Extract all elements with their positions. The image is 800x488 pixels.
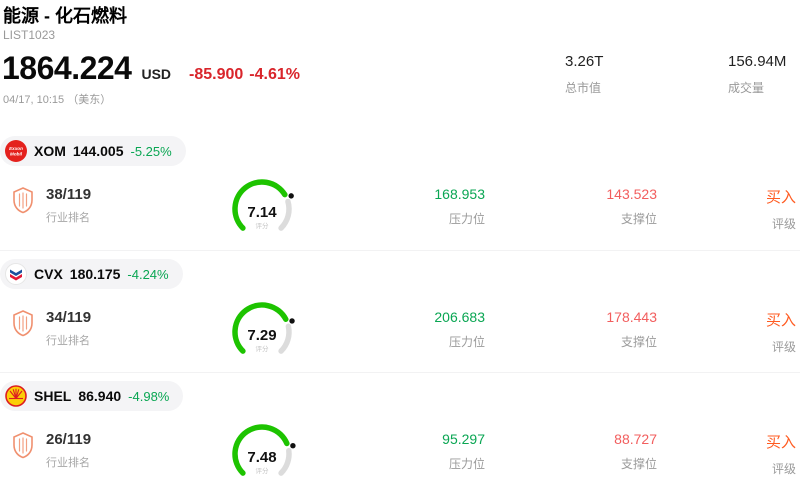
stock-price: 86.940: [78, 388, 122, 404]
support-label: 支撑位: [620, 457, 657, 471]
market-cap-value: 3.26T: [565, 53, 604, 70]
rank-value: 34/119: [46, 309, 92, 326]
industry-rank: 38/119 行业排名: [46, 186, 91, 225]
market-cap-stat: 3.26T 总市值: [565, 53, 603, 96]
score-label: 评分: [256, 466, 270, 475]
currency-label: USD: [141, 66, 172, 82]
score-value: 7.29: [247, 327, 276, 344]
industry-rank: 34/119 行业排名: [46, 309, 91, 348]
support-block: 178.443 支撑位: [606, 309, 657, 350]
resistance-block: 206.683 压力位: [434, 309, 485, 350]
rank-label: 行业排名: [46, 212, 90, 224]
rank-label: 行业排名: [46, 335, 90, 347]
support-value: 88.727: [614, 431, 657, 447]
stock-section-xom[interactable]: Exxon Mobil XOM 144.005 -5.25% 38/119 行业…: [0, 128, 800, 250]
stock-chip-shel[interactable]: SHEL 86.940 -4.98%: [0, 381, 184, 411]
score-value: 7.14: [247, 204, 277, 221]
score-label: 评分: [256, 344, 270, 353]
rating-label: 评级: [771, 340, 796, 354]
support-label: 支撑位: [620, 212, 657, 226]
rank-value: 38/119: [46, 186, 92, 203]
rating-label: 评级: [771, 462, 796, 476]
stock-price: 144.005: [72, 143, 124, 159]
svg-text:Mobil: Mobil: [10, 152, 23, 157]
support-value: 143.523: [606, 186, 657, 202]
volume-value: 156.94M: [728, 53, 787, 70]
resistance-block: 168.953 压力位: [434, 186, 485, 227]
industry-rank-shield-icon: [13, 310, 33, 337]
list-id: LIST1023: [3, 28, 56, 42]
score-label: 评分: [256, 221, 270, 230]
market-cap-label: 总市值: [565, 81, 602, 95]
exxonmobil-logo: Exxon Mobil: [5, 140, 27, 162]
resistance-value: 206.683: [434, 309, 485, 325]
support-value: 178.443: [606, 309, 657, 325]
gauge-marker-dot: [288, 193, 294, 199]
stock-price: 180.175: [69, 266, 121, 282]
ticker: SHEL: [34, 388, 72, 404]
rating-value: 买入: [765, 189, 796, 206]
quote-datetime: 04/17, 10:15 （美东）: [3, 94, 112, 106]
rating-block: 买入 评级: [766, 431, 796, 477]
stock-section-cvx[interactable]: CVX 180.175 -4.24% 34/119 行业排名 7.29 评分 2…: [0, 250, 800, 373]
gauge-marker-dot: [289, 318, 295, 324]
industry-rank: 26/119 行业排名: [46, 431, 91, 470]
resistance-value: 95.297: [442, 431, 485, 447]
svg-text:Exxon: Exxon: [9, 146, 23, 151]
stock-change-percent: -4.24%: [127, 266, 169, 282]
score-gauge: 7.48 评分: [232, 424, 296, 476]
industry-rank-shield-icon: [13, 187, 33, 214]
index-price: 1864.224: [2, 50, 132, 86]
stock-change-percent: -5.25%: [130, 143, 172, 159]
rating-block: 买入 评级: [766, 309, 796, 355]
score-value: 7.48: [247, 449, 276, 466]
gauge-marker-dot: [290, 443, 296, 449]
shell-logo: [5, 385, 27, 407]
support-block: 88.727 支撑位: [614, 431, 657, 472]
resistance-block: 95.297 压力位: [442, 431, 485, 472]
resistance-label: 压力位: [448, 335, 485, 349]
industry-rank-shield-icon: [13, 432, 33, 459]
stock-change-percent: -4.98%: [128, 388, 170, 404]
rank-value: 26/119: [46, 431, 92, 448]
resistance-label: 压力位: [448, 457, 485, 471]
stock-section-shel[interactable]: SHEL 86.940 -4.98% 26/119 行业排名 7.48 评分 9…: [0, 372, 800, 488]
stock-chip-xom[interactable]: Exxon Mobil XOM 144.005 -5.25%: [0, 136, 186, 166]
ticker: XOM: [34, 143, 66, 159]
change-value: -85.900: [189, 66, 244, 83]
resistance-value: 168.953: [434, 186, 485, 202]
volume-label: 成交量: [728, 81, 765, 95]
ticker: CVX: [34, 266, 63, 282]
rating-value: 买入: [765, 312, 796, 329]
rank-label: 行业排名: [46, 457, 90, 469]
price-change: -85.900 -4.61%: [189, 66, 306, 84]
rating-label: 评级: [771, 217, 796, 231]
chevron-logo: [5, 263, 27, 285]
index-price-row: 1864.224 USD -85.900 -4.61%: [2, 50, 306, 87]
page-title: 能源 - 化石燃料: [3, 6, 127, 26]
change-percent: -4.61%: [249, 66, 300, 83]
rating-block: 买入 评级: [766, 186, 796, 232]
resistance-label: 压力位: [448, 212, 485, 226]
score-gauge: 7.29 评分: [232, 302, 295, 354]
score-gauge: 7.14 评分: [232, 179, 294, 231]
support-block: 143.523 支撑位: [606, 186, 657, 227]
stock-chip-cvx[interactable]: CVX 180.175 -4.24%: [0, 259, 183, 289]
volume-stat: 156.94M 成交量: [728, 53, 786, 96]
support-label: 支撑位: [620, 335, 657, 349]
rating-value: 买入: [765, 434, 796, 451]
